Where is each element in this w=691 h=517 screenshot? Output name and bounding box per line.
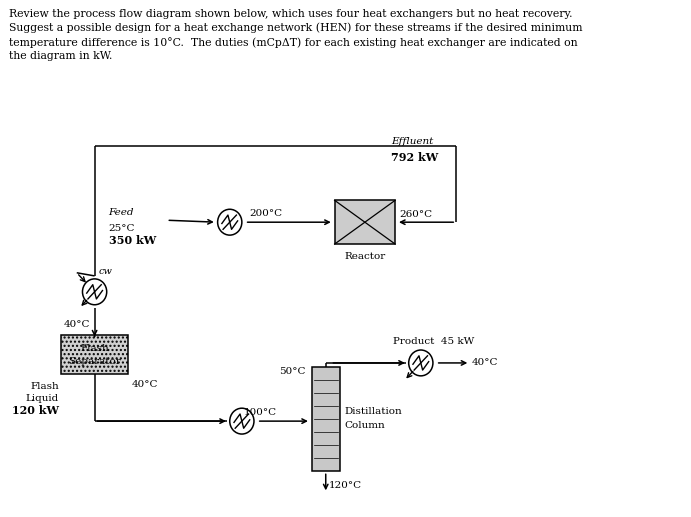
Text: 40°C: 40°C (472, 358, 499, 368)
Text: Liquid: Liquid (26, 394, 59, 403)
Text: 40°C: 40°C (132, 380, 158, 389)
Text: 120°C: 120°C (328, 481, 361, 490)
Text: 350 kW: 350 kW (108, 235, 156, 246)
Bar (334, 200, 395, 244)
Text: cw: cw (98, 267, 112, 276)
Text: Flash: Flash (80, 344, 109, 353)
Bar (61, 334, 128, 374)
Text: Effluent: Effluent (391, 136, 433, 146)
Text: 792 kW: 792 kW (391, 152, 438, 163)
Text: 40°C: 40°C (64, 320, 90, 329)
Text: 25°C: 25°C (108, 224, 135, 233)
Text: 50°C: 50°C (279, 368, 305, 376)
Text: Separator: Separator (68, 357, 121, 366)
Text: Product  45 kW: Product 45 kW (393, 337, 474, 345)
Text: 100°C: 100°C (244, 408, 277, 417)
Text: 120 kW: 120 kW (12, 405, 59, 416)
Text: Distillation: Distillation (344, 407, 402, 416)
Text: Feed: Feed (108, 208, 134, 217)
Bar (312, 367, 340, 472)
Text: Review the process flow diagram shown below, which uses four heat exchangers but: Review the process flow diagram shown be… (9, 9, 583, 61)
Text: 260°C: 260°C (399, 210, 432, 219)
Text: Column: Column (344, 421, 385, 430)
Text: 200°C: 200°C (249, 209, 283, 218)
Text: Flash: Flash (30, 382, 59, 391)
Text: Reactor: Reactor (344, 252, 386, 261)
